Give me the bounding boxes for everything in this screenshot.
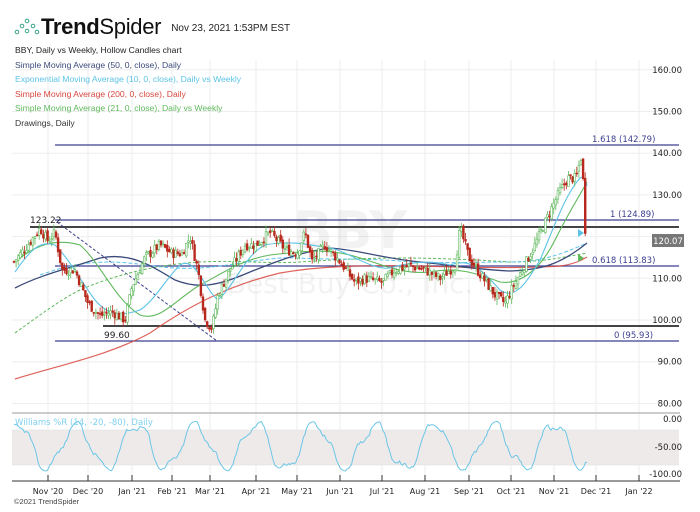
- price-tick-label: 150.00: [652, 108, 682, 118]
- sma50-line: [14, 242, 588, 289]
- fib-label-0: 0 (95.93): [614, 331, 653, 341]
- sma21-marker-icon: [578, 254, 584, 262]
- time-tick-label: Apr '21: [242, 487, 271, 496]
- price-tick-label: 90.00: [658, 358, 682, 368]
- ema10-line: [14, 176, 588, 315]
- legend-sma50[interactable]: Simple Moving Average (50, 0, close), Da…: [15, 59, 182, 70]
- legend-ema10[interactable]: Exponential Moving Average (10, 0, close…: [15, 74, 242, 85]
- sma200-line: [14, 256, 588, 380]
- time-tick-label: Nov '20: [33, 487, 64, 496]
- price-tick-label: 130.00: [652, 191, 682, 201]
- time-tick-label: Jul '21: [369, 487, 395, 496]
- fib-label-1: 1 (124.89): [610, 210, 654, 220]
- oscillator-tick-label: -100.00: [649, 470, 682, 480]
- brand-name-light: Spider: [99, 14, 162, 39]
- oscillator-tick-label: 0.00: [663, 415, 682, 425]
- williams-band: [12, 430, 679, 465]
- chart-legend: BBY, Daily vs Weekly, Hollow Candles cha…: [15, 43, 241, 131]
- price-tick-label: 100.00: [652, 316, 682, 326]
- time-axis[interactable]: Nov '20 Dec '20 Jan '21 Feb '21 Mar '21 Apr '…: [33, 475, 653, 496]
- price-tick-label: 140.00: [652, 149, 682, 159]
- price-axis[interactable]: 160.00 150.00 140.00 130.00 110.00 100.00 90.0…: [652, 66, 682, 410]
- ema10-marker-icon: [578, 229, 584, 237]
- price-tick-label: 80.00: [658, 399, 682, 409]
- legend-sma21[interactable]: Simple Moving Average (21, 0, close), Da…: [15, 103, 223, 114]
- trendspider-logo-icon: [14, 18, 40, 35]
- candlesticks[interactable]: [12, 158, 587, 334]
- oscillator-tick-label: -50.00: [655, 443, 682, 453]
- last-price-badge: [652, 234, 684, 247]
- time-tick-label: Oct '21: [497, 487, 526, 496]
- last-price-value: 120.07: [653, 237, 683, 247]
- fib-label-0618: 0.618 (113.83): [592, 256, 655, 266]
- price-tick-label: 110.00: [652, 274, 682, 284]
- time-tick-label: Jun '21: [325, 487, 353, 496]
- level-label-high: 123.22: [30, 216, 62, 226]
- fib-label-1618: 1.618 (142.79): [592, 135, 655, 145]
- horizontal-levels[interactable]: [30, 226, 679, 327]
- time-tick-label: Dec '20: [73, 487, 103, 496]
- header: Trend Spider Nov 23, 2021 1:53PM EST: [13, 14, 290, 40]
- symbol-title: BBY, Daily vs Weekly, Hollow Candles cha…: [15, 45, 182, 55]
- time-tick-label: Mar '21: [195, 487, 225, 496]
- legend-sma200[interactable]: Simple Moving Average (200, 0, close), D…: [15, 88, 186, 99]
- ema10-weekly-line: [39, 242, 588, 276]
- time-tick-label: Aug '21: [410, 487, 441, 496]
- williams-r-label: Williams %R (14, -20, -80), Daily: [15, 418, 153, 428]
- time-tick-label: Feb '21: [157, 487, 186, 496]
- time-tick-label: May '21: [281, 487, 312, 496]
- level-label-low: 99.60: [104, 331, 130, 341]
- time-tick-label: Nov '21: [539, 487, 570, 496]
- time-tick-label: Jan '21: [117, 487, 145, 496]
- williams-r-line: [13, 420, 587, 472]
- legend-drawings[interactable]: Drawings, Daily: [15, 117, 75, 128]
- trendline[interactable]: [56, 221, 218, 342]
- oscillator-axis: 0.00 -50.00 -100.00: [649, 415, 682, 480]
- grid: [12, 60, 679, 481]
- time-tick-label: Jan '22: [624, 487, 652, 496]
- time-tick-label: Dec '21: [581, 487, 611, 496]
- time-tick-label: Sep '21: [454, 487, 484, 496]
- brand-name-bold: Trend: [41, 14, 100, 39]
- price-tick-label: 160.00: [652, 66, 682, 76]
- timestamp: Nov 23, 2021 1:53PM EST: [171, 23, 291, 34]
- copyright: ©2021 TrendSpider: [14, 497, 80, 506]
